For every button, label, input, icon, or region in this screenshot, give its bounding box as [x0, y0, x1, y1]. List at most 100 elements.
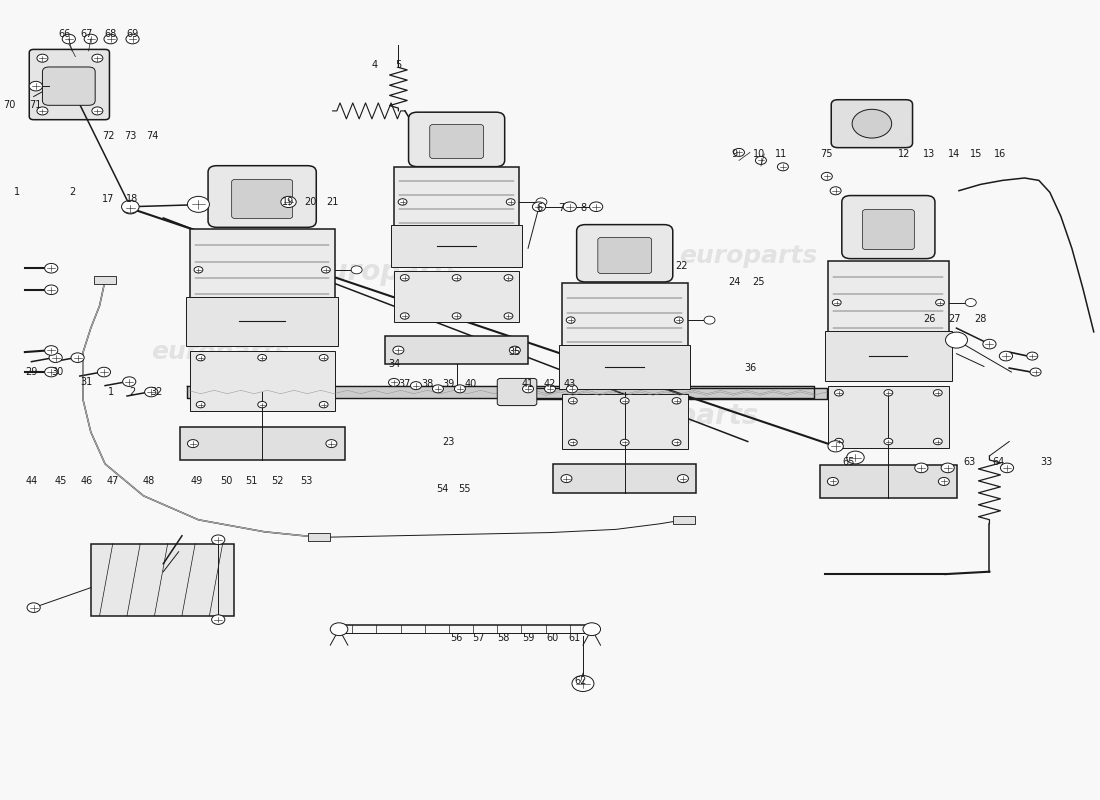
- Circle shape: [400, 313, 409, 319]
- Text: 71: 71: [30, 99, 42, 110]
- Circle shape: [504, 313, 513, 319]
- Bar: [189, 229, 334, 310]
- Circle shape: [45, 346, 58, 355]
- Circle shape: [827, 478, 838, 486]
- Circle shape: [830, 186, 842, 194]
- Text: 36: 36: [744, 363, 756, 373]
- Circle shape: [835, 390, 844, 396]
- Text: 9: 9: [732, 149, 738, 159]
- Circle shape: [280, 196, 296, 207]
- Circle shape: [778, 163, 789, 170]
- Text: 34: 34: [388, 359, 400, 369]
- Circle shape: [63, 34, 76, 44]
- Text: 39: 39: [443, 379, 455, 389]
- Bar: [394, 271, 519, 322]
- Text: 54: 54: [436, 485, 449, 494]
- Bar: [559, 345, 691, 390]
- FancyBboxPatch shape: [30, 50, 110, 120]
- Text: 17: 17: [102, 194, 114, 204]
- Circle shape: [966, 298, 977, 306]
- Text: 75: 75: [821, 149, 833, 159]
- Text: 27: 27: [948, 314, 960, 323]
- Text: 61: 61: [568, 633, 581, 643]
- Text: 40: 40: [465, 379, 477, 389]
- Text: 2: 2: [69, 187, 75, 198]
- Circle shape: [1000, 463, 1013, 473]
- Bar: [828, 386, 949, 448]
- Circle shape: [211, 615, 224, 625]
- Text: 53: 53: [300, 477, 312, 486]
- Circle shape: [934, 390, 943, 396]
- Text: 58: 58: [497, 633, 510, 643]
- FancyBboxPatch shape: [576, 225, 673, 282]
- Text: europarts: europarts: [605, 402, 759, 430]
- Circle shape: [532, 202, 546, 211]
- Circle shape: [319, 402, 328, 408]
- Circle shape: [196, 402, 205, 408]
- Text: 10: 10: [752, 149, 764, 159]
- Circle shape: [98, 367, 111, 377]
- Bar: [828, 261, 949, 345]
- Circle shape: [828, 441, 844, 452]
- Circle shape: [319, 354, 328, 361]
- Text: 33: 33: [1041, 458, 1053, 467]
- Text: 44: 44: [25, 477, 37, 486]
- FancyBboxPatch shape: [862, 210, 914, 250]
- Text: europarts: europarts: [152, 340, 289, 364]
- Circle shape: [454, 385, 465, 393]
- Circle shape: [196, 354, 205, 361]
- FancyBboxPatch shape: [497, 378, 537, 406]
- Circle shape: [28, 603, 41, 613]
- Text: 68: 68: [104, 30, 117, 39]
- Text: 24: 24: [728, 277, 740, 287]
- Circle shape: [257, 354, 266, 361]
- Circle shape: [393, 346, 404, 354]
- Text: 51: 51: [245, 477, 257, 486]
- Circle shape: [522, 385, 534, 393]
- Text: 66: 66: [58, 30, 70, 39]
- Text: 69: 69: [126, 30, 139, 39]
- FancyBboxPatch shape: [208, 166, 317, 227]
- Bar: [179, 427, 344, 460]
- Circle shape: [822, 172, 833, 180]
- Circle shape: [983, 339, 996, 349]
- Text: 11: 11: [774, 149, 786, 159]
- Text: 29: 29: [25, 367, 37, 377]
- Circle shape: [852, 110, 892, 138]
- Circle shape: [566, 385, 578, 393]
- Circle shape: [563, 202, 576, 211]
- Circle shape: [187, 440, 198, 447]
- Circle shape: [122, 202, 138, 214]
- Text: 7: 7: [558, 203, 564, 214]
- Circle shape: [756, 157, 767, 165]
- Bar: [673, 516, 695, 524]
- Circle shape: [45, 367, 58, 377]
- Text: 6: 6: [536, 203, 542, 214]
- Text: 45: 45: [55, 477, 67, 486]
- Text: 22: 22: [675, 261, 689, 271]
- Circle shape: [92, 54, 103, 62]
- Text: 59: 59: [521, 633, 535, 643]
- Text: 1: 1: [14, 187, 20, 198]
- Circle shape: [432, 385, 443, 393]
- Polygon shape: [506, 388, 827, 399]
- Circle shape: [122, 377, 135, 386]
- Text: 23: 23: [442, 437, 455, 446]
- Text: 1: 1: [108, 387, 113, 397]
- Text: 20: 20: [305, 197, 317, 207]
- FancyBboxPatch shape: [832, 100, 913, 148]
- Circle shape: [942, 463, 955, 473]
- Text: 5: 5: [395, 59, 402, 70]
- Circle shape: [45, 285, 58, 294]
- Polygon shape: [187, 386, 814, 398]
- Circle shape: [85, 34, 98, 44]
- Circle shape: [506, 198, 515, 205]
- Circle shape: [915, 463, 928, 473]
- Circle shape: [509, 346, 520, 354]
- Text: 55: 55: [458, 485, 471, 494]
- Text: 47: 47: [107, 477, 119, 486]
- Text: europarts: europarts: [308, 258, 462, 286]
- Circle shape: [504, 274, 513, 281]
- Circle shape: [321, 266, 330, 273]
- FancyBboxPatch shape: [597, 238, 651, 274]
